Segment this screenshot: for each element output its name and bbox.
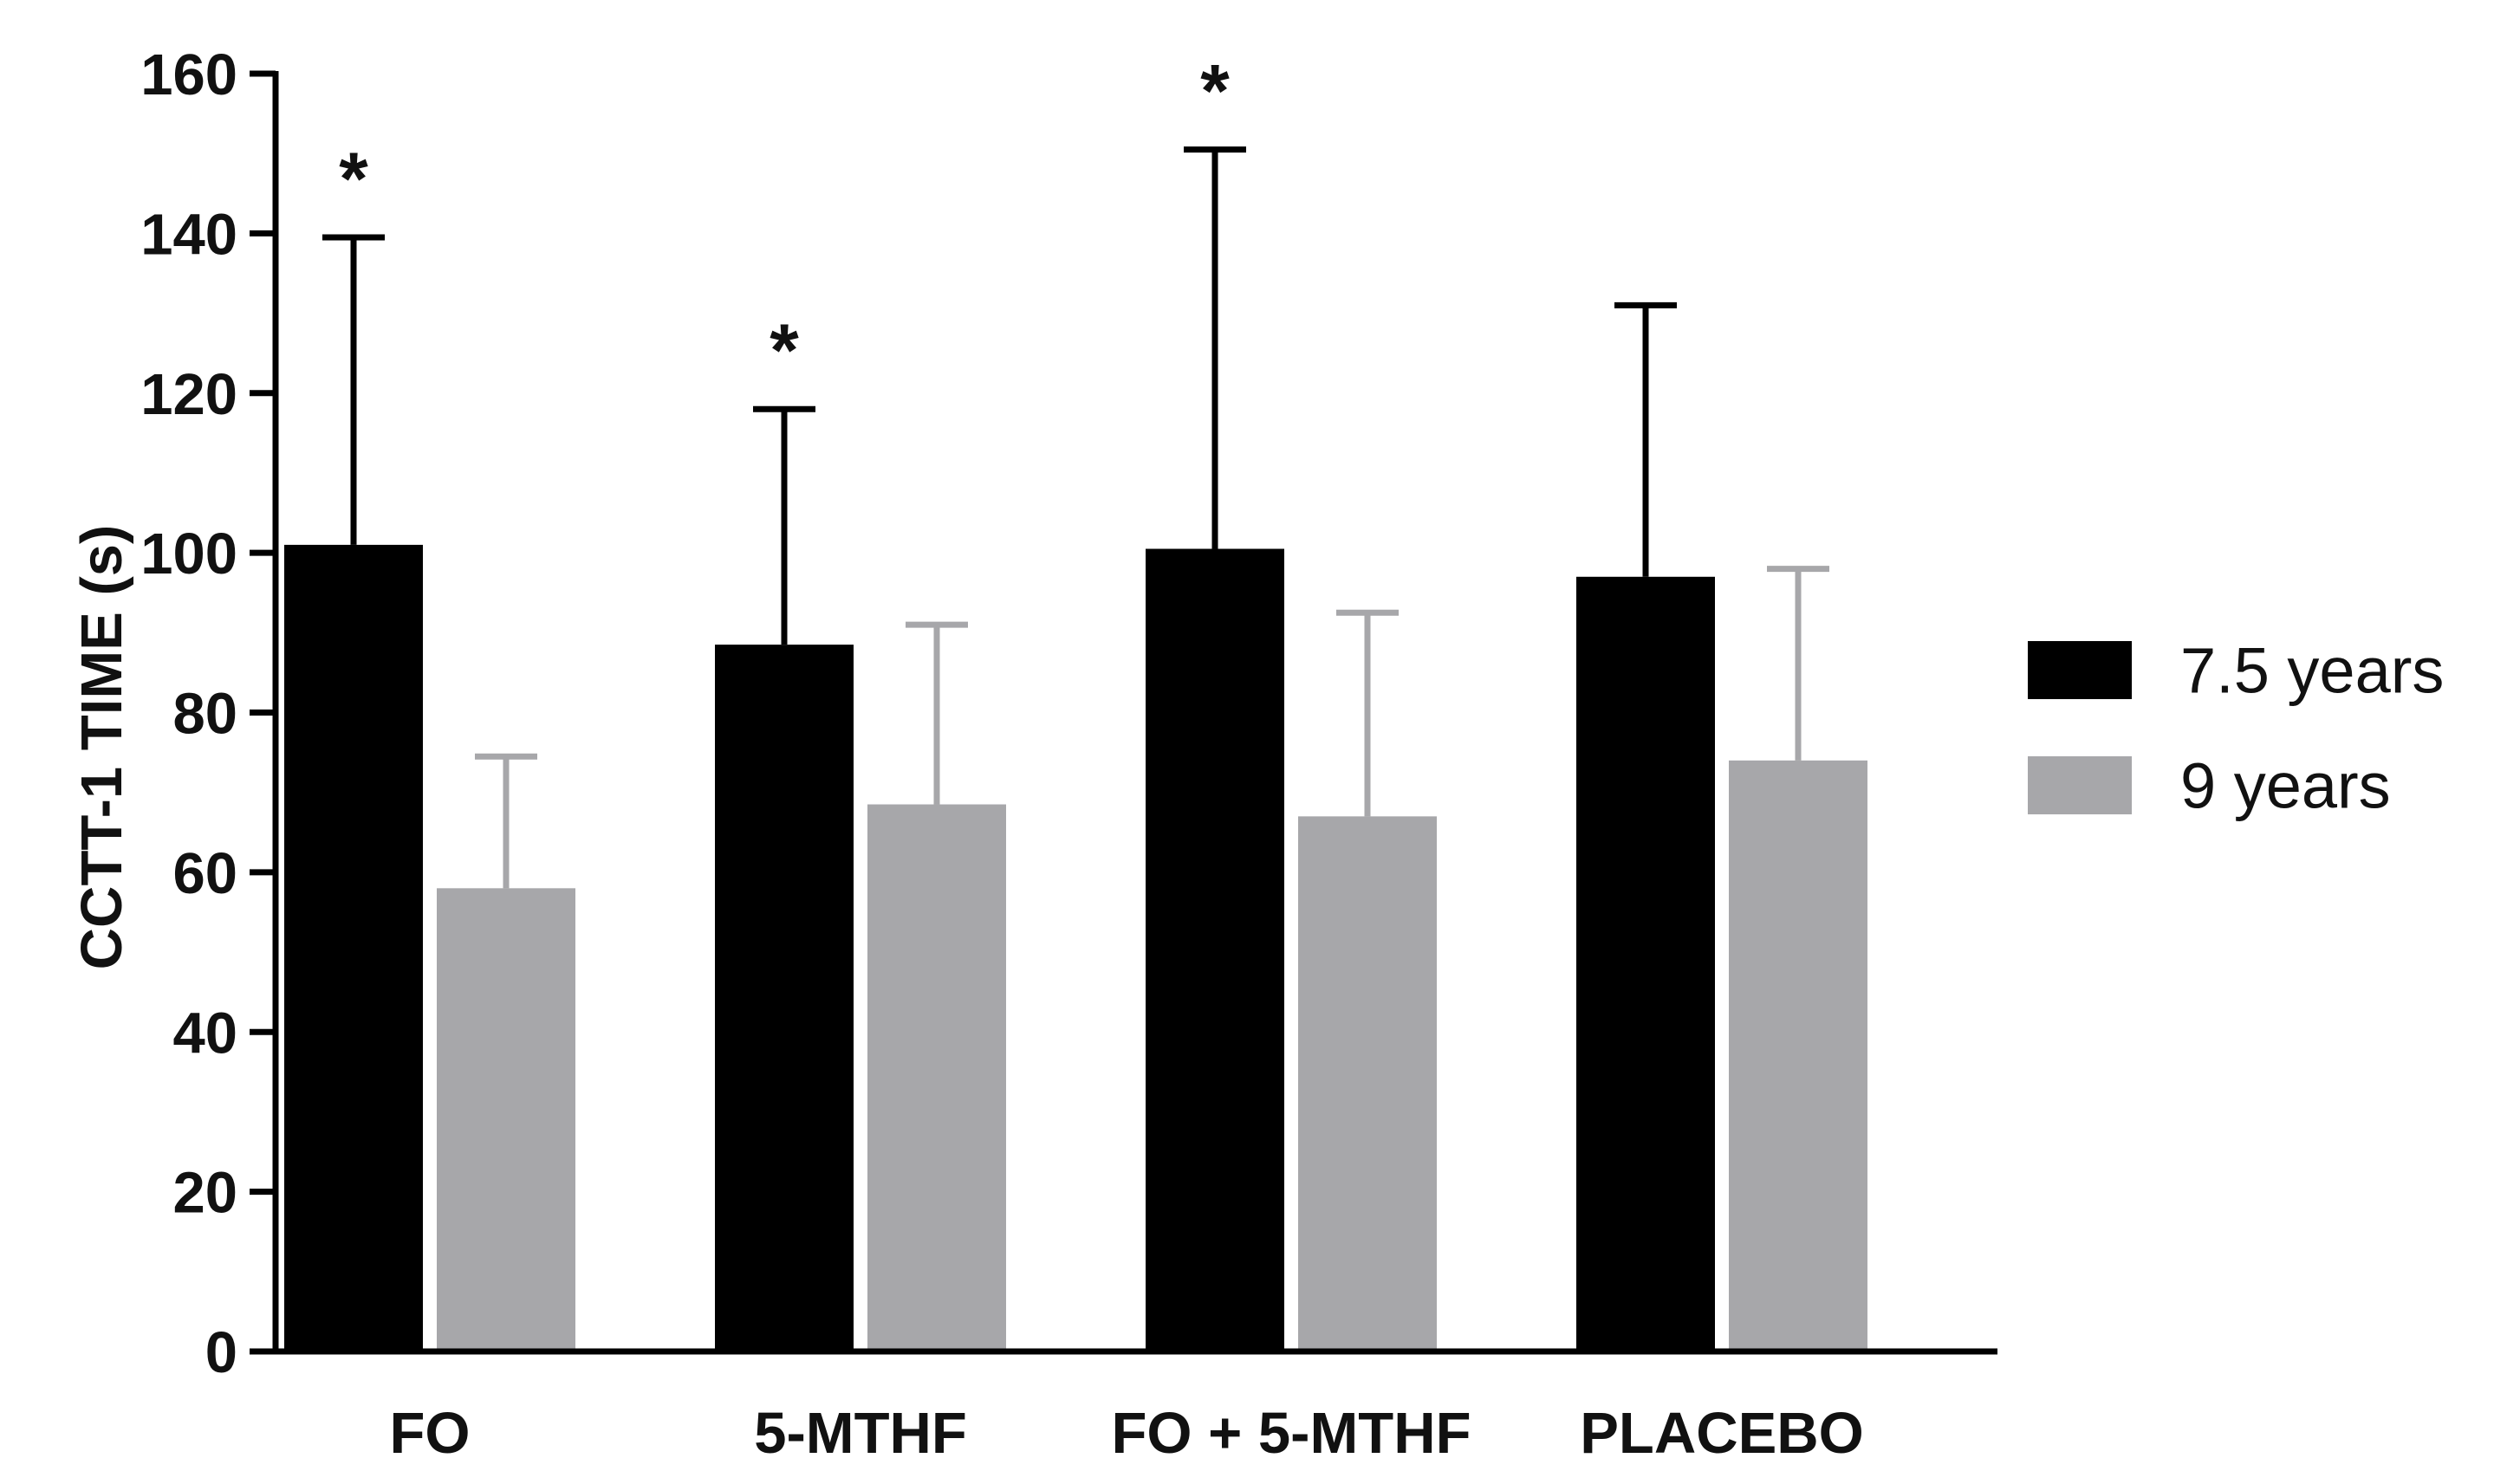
y-tick-label-140: 140	[140, 202, 237, 267]
bar-placebo-7-5-years	[1576, 576, 1715, 1349]
bar-fo-5-mthf-9-years	[1298, 816, 1437, 1349]
y-tick-label-80: 80	[172, 682, 237, 747]
x-tick-label-5-mthf: 5-MTHF	[754, 1401, 967, 1466]
y-tick-label-20: 20	[172, 1161, 237, 1226]
significance-mark-fo: *	[339, 138, 368, 221]
legend-label-9-years: 9 years	[2180, 750, 2391, 822]
y-tick-label-160: 160	[140, 42, 237, 107]
x-tick-label-placebo: PLACEBO	[1580, 1401, 1864, 1466]
bar-placebo-9-years	[1729, 760, 1867, 1349]
y-tick-label-60: 60	[172, 841, 237, 906]
legend-swatch-7-5-years	[2028, 641, 2132, 699]
legend-label-7-5-years: 7.5 years	[2180, 635, 2444, 707]
significance-mark-fo-5-mthf: *	[1200, 50, 1230, 133]
y-tick-label-40: 40	[172, 1001, 237, 1066]
significance-mark-5-mthf: *	[770, 309, 799, 392]
y-tick-label-120: 120	[140, 362, 237, 427]
x-tick-label-fo-5-mthf: FO + 5-MTHF	[1111, 1401, 1471, 1466]
bar-5-mthf-7-5-years	[715, 645, 854, 1349]
bar-fo-9-years	[437, 888, 575, 1349]
bar-fo-7-5-years	[284, 544, 423, 1349]
x-tick-label-fo: FO	[389, 1401, 470, 1466]
bar-5-mthf-9-years	[867, 804, 1006, 1349]
bar-fo-5-mthf-7-5-years	[1146, 548, 1284, 1349]
y-tick-label-0: 0	[205, 1320, 237, 1385]
y-tick-label-100: 100	[140, 522, 237, 586]
y-axis-title: CCTT-1 TIME (s)	[69, 525, 134, 970]
legend-swatch-9-years	[2028, 756, 2132, 814]
